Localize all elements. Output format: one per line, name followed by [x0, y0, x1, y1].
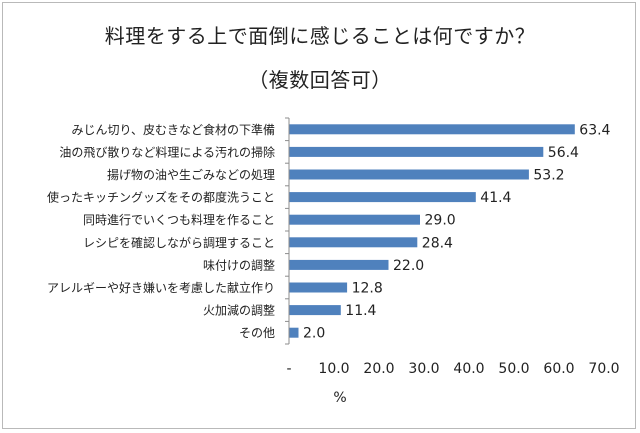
x-tick-label: 20.0 — [363, 361, 394, 377]
bar — [289, 214, 420, 225]
category-label: 味付けの調整 — [203, 257, 275, 272]
data-label: 41.4 — [480, 190, 511, 206]
chart-subtitle: （複数回答可） — [248, 68, 392, 92]
data-label: 29.0 — [425, 213, 456, 229]
data-label: 28.4 — [422, 235, 453, 251]
bar — [289, 146, 544, 157]
x-tick-label: 70.0 — [588, 361, 619, 377]
x-tick-label: 60.0 — [543, 361, 574, 377]
category-label: 火加減の調整 — [203, 303, 275, 318]
bar — [289, 259, 389, 270]
bar — [289, 169, 529, 180]
x-tick-label: 10.0 — [318, 361, 349, 377]
x-tick-label: 30.0 — [408, 361, 439, 377]
x-tick-label: 40.0 — [453, 361, 484, 377]
x-tick-label: - — [286, 361, 291, 377]
data-label: 12.8 — [352, 281, 383, 297]
bar — [289, 305, 341, 316]
category-label: レシピを確認しながら調理すること — [83, 235, 275, 250]
data-label: 2.0 — [303, 326, 325, 342]
chart-title: 料理をする上で面倒に感じることは何ですか？ — [104, 24, 536, 48]
category-label: アレルギーや好き嫌いを考慮した献立作り — [47, 280, 275, 295]
data-label: 22.0 — [393, 258, 424, 274]
category-label: みじん切り、皮むきなど食材の下準備 — [71, 122, 275, 137]
x-tick-label: 50.0 — [498, 361, 529, 377]
bar — [289, 124, 575, 135]
data-label: 11.4 — [345, 303, 376, 319]
category-label: 使ったキッチングッズをその都度洗うこと — [47, 190, 275, 205]
category-label: 同時進行でいくつも料理を作ること — [83, 213, 275, 227]
data-label: 56.4 — [548, 145, 579, 161]
data-label: 63.4 — [579, 122, 610, 138]
data-label: 53.2 — [533, 168, 564, 184]
x-axis-label: % — [333, 390, 346, 406]
bar — [289, 237, 418, 248]
category-label: 油の飛び散りなど料理による汚れの掃除 — [59, 144, 275, 159]
bar — [289, 327, 299, 338]
category-label: 揚げ物の油や生ごみなどの処理 — [107, 167, 275, 182]
bar — [289, 282, 348, 293]
category-label: その他 — [239, 326, 275, 340]
bar — [289, 192, 476, 203]
